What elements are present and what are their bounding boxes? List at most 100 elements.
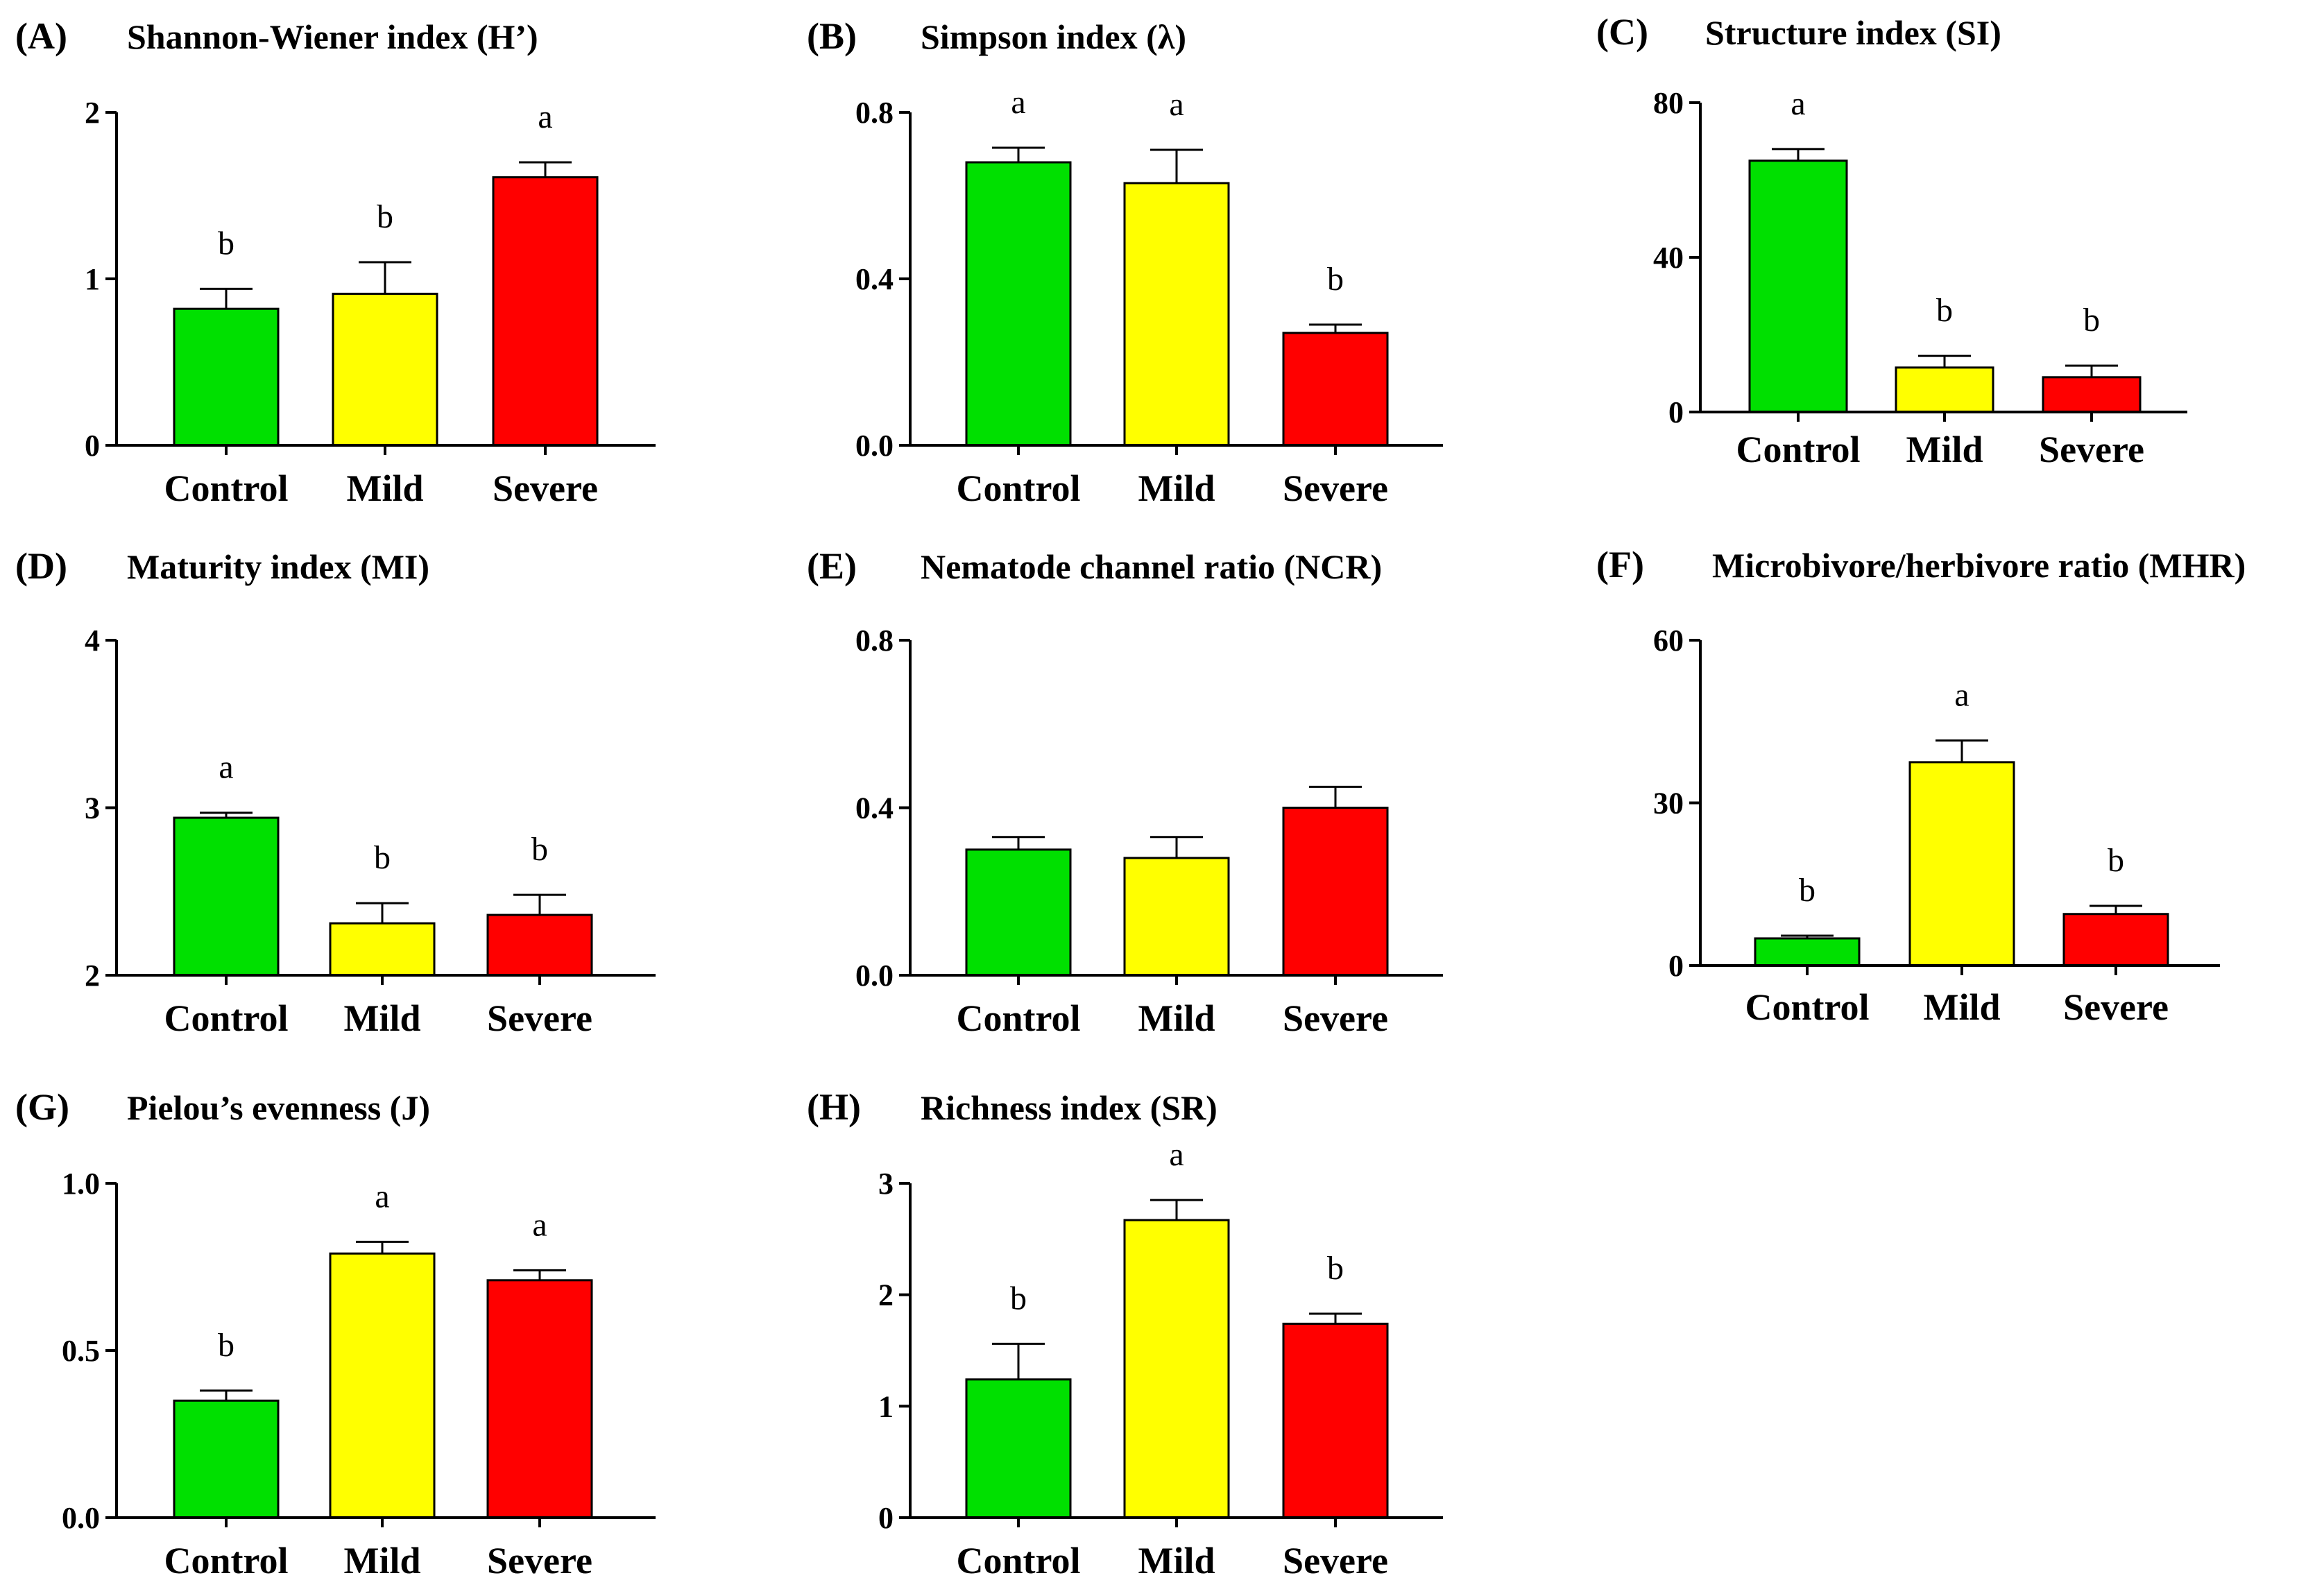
y-tick-label: 0.0 (62, 1501, 100, 1535)
significance-letter: a (1169, 86, 1184, 123)
panel-letter: (D) (15, 545, 67, 587)
error-bar-control (992, 1342, 1045, 1380)
significance-letter: b (2108, 842, 2124, 879)
bar-severe (1282, 332, 1389, 447)
panel-letter: (C) (1596, 11, 1648, 53)
category-label: Mild (346, 467, 423, 509)
y-tick-label: 0 (1668, 949, 1684, 983)
error-bar-mild (1918, 354, 1971, 368)
panel-letter: (H) (807, 1086, 861, 1128)
y-tick-label: 1.0 (62, 1167, 100, 1201)
error-bar-severe (513, 1269, 566, 1280)
category-label: Severe (1283, 467, 1388, 509)
chart-panel-b: (B) Simpson index (λ) a Control a Mild b Severe… (807, 15, 1443, 509)
bar-mild (329, 1252, 436, 1519)
bar-control (1754, 937, 1861, 967)
y-tick-label: 3 (878, 1167, 894, 1201)
bar-mild (1123, 1219, 1230, 1519)
error-bar-severe (513, 893, 566, 916)
category-label: Control (956, 467, 1080, 509)
error-bar-mild (1150, 148, 1203, 183)
significance-letter: b (2083, 302, 2100, 338)
error-bar-severe (1309, 1312, 1362, 1324)
category-label: Mild (343, 1540, 420, 1581)
y-tick-label: 3 (85, 791, 100, 825)
significance-letter: b (1327, 1250, 1344, 1287)
category-label: Severe (1283, 997, 1388, 1039)
error-bar-mild (356, 902, 409, 924)
panel-letter: (E) (807, 545, 857, 587)
category-label: Mild (1138, 997, 1215, 1039)
panel-letter: (A) (15, 15, 67, 57)
category-label: Severe (493, 467, 598, 509)
y-tick-label: 0.4 (855, 791, 894, 825)
bar-control (965, 1378, 1072, 1519)
error-bar-severe (1309, 323, 1362, 333)
significance-letter: b (1799, 872, 1815, 909)
error-bar-severe (2065, 364, 2118, 377)
significance-letter: a (219, 749, 233, 786)
error-bar-mild (1936, 739, 1988, 762)
y-tick-label: 0.5 (62, 1334, 100, 1368)
significance-letter: b (1327, 261, 1344, 298)
error-bar-severe (519, 161, 572, 178)
panel-letter: (B) (807, 15, 857, 57)
category-label: Control (164, 1540, 288, 1581)
bar-severe (486, 1279, 593, 1519)
bar-severe (2062, 913, 2169, 967)
error-bar-control (1781, 934, 1834, 938)
category-label: Mild (1138, 1540, 1215, 1581)
panel-letter: (F) (1596, 544, 1644, 585)
y-tick-label: 0.0 (855, 959, 894, 993)
y-tick-label: 0.8 (855, 624, 894, 658)
significance-letter: a (1011, 84, 1025, 121)
category-label: Control (164, 997, 288, 1039)
bar-control (1748, 160, 1848, 413)
bar-severe (1282, 807, 1389, 977)
bar-control (173, 307, 280, 447)
panel-title: Simpson index (λ) (921, 17, 1186, 56)
category-label: Control (1736, 429, 1860, 470)
significance-letter: b (531, 831, 548, 868)
error-bar-control (200, 1389, 253, 1401)
bar-severe (492, 176, 599, 447)
y-tick-label: 0.4 (855, 262, 894, 296)
panel-title: Nematode channel ratio (NCR) (921, 547, 1382, 586)
chart-panel-c: (C) Structure index (SI) a Control b Mild b Sev… (1596, 11, 2187, 470)
chart-panel-e: (E) Nematode channel ratio (NCR) Control Mi… (807, 545, 1443, 1039)
y-tick-label: 0 (1668, 395, 1684, 429)
panel-title: Richness index (SR) (921, 1088, 1217, 1127)
chart-panel-a: (A) Shannon-Wiener index (H’) b Control b Mil… (15, 15, 656, 509)
significance-letter: a (1954, 677, 1969, 714)
significance-letter: b (1936, 292, 1953, 329)
error-bar-control (200, 287, 253, 309)
y-tick-label: 0 (878, 1501, 894, 1535)
category-label: Mild (1906, 429, 1983, 470)
category-label: Control (164, 467, 288, 509)
significance-letter: b (1010, 1280, 1027, 1316)
bar-mild (329, 922, 436, 977)
panel-title: Shannon-Wiener index (H’) (127, 17, 538, 56)
significance-letter: b (218, 225, 234, 261)
category-label: Severe (2039, 429, 2144, 470)
significance-letter: a (1169, 1136, 1184, 1173)
chart-panel-h: (H) Richness index (SR) b Control a Mild b Seve… (807, 1086, 1443, 1581)
panel-title: Structure index (SI) (1705, 13, 2001, 52)
error-bar-severe (1309, 785, 1362, 808)
y-tick-label: 30 (1653, 787, 1684, 821)
significance-letter: b (218, 1327, 234, 1364)
panel-title: Maturity index (MI) (127, 547, 429, 586)
bar-mild (1123, 857, 1230, 977)
y-tick-label: 2 (85, 96, 100, 130)
y-tick-label: 80 (1653, 86, 1684, 120)
y-tick-label: 2 (85, 959, 100, 993)
y-tick-label: 2 (878, 1278, 894, 1312)
category-label: Control (956, 997, 1080, 1039)
error-bar-mild (356, 1240, 409, 1254)
y-tick-label: 60 (1653, 624, 1684, 658)
bar-mild (1895, 366, 1994, 413)
significance-letter: a (1791, 85, 1805, 122)
significance-letter: b (377, 198, 393, 235)
y-tick-label: 1 (878, 1389, 894, 1423)
